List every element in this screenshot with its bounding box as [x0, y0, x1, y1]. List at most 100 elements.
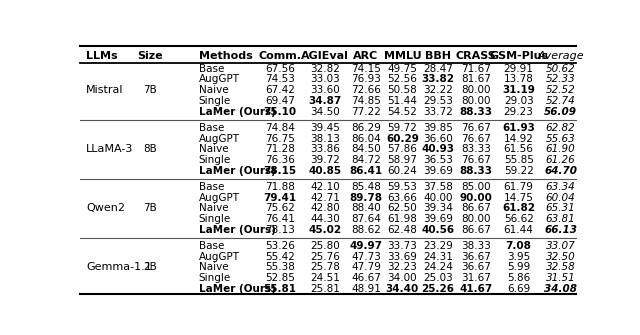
- Text: 36.67: 36.67: [461, 262, 491, 272]
- Text: AugGPT: AugGPT: [198, 252, 239, 262]
- Text: 37.58: 37.58: [423, 182, 453, 192]
- Text: 33.73: 33.73: [387, 241, 417, 251]
- Text: 39.72: 39.72: [310, 155, 340, 165]
- Text: 76.75: 76.75: [265, 134, 295, 143]
- Text: 75.62: 75.62: [265, 203, 295, 213]
- Text: 83.33: 83.33: [461, 144, 491, 154]
- Text: 31.51: 31.51: [546, 273, 575, 283]
- Text: 36.67: 36.67: [461, 252, 491, 262]
- Text: 7B: 7B: [143, 85, 157, 95]
- Text: 34.87: 34.87: [308, 96, 342, 106]
- Text: 86.29: 86.29: [351, 123, 381, 133]
- Text: 39.34: 39.34: [423, 203, 453, 213]
- Text: 84.72: 84.72: [351, 155, 381, 165]
- Text: 51.44: 51.44: [387, 96, 417, 106]
- Text: Average: Average: [537, 51, 584, 61]
- Text: 71.67: 71.67: [461, 64, 491, 74]
- Text: Base: Base: [198, 64, 224, 74]
- Text: 40.93: 40.93: [422, 144, 454, 154]
- Text: BBH: BBH: [425, 51, 451, 61]
- Text: 47.79: 47.79: [351, 262, 381, 272]
- Text: 29.03: 29.03: [504, 96, 534, 106]
- Text: 50.58: 50.58: [388, 85, 417, 95]
- Text: 63.81: 63.81: [546, 214, 575, 224]
- Text: 42.80: 42.80: [310, 203, 340, 213]
- Text: 76.67: 76.67: [461, 123, 491, 133]
- Text: 29.23: 29.23: [504, 107, 534, 117]
- Text: Single: Single: [198, 214, 231, 224]
- Text: Qwen2: Qwen2: [86, 203, 125, 213]
- Text: 33.86: 33.86: [310, 144, 340, 154]
- Text: 47.73: 47.73: [351, 252, 381, 262]
- Text: 33.03: 33.03: [310, 74, 340, 84]
- Text: 60.04: 60.04: [546, 193, 575, 203]
- Text: 76.41: 76.41: [265, 214, 295, 224]
- Text: 33.82: 33.82: [422, 74, 454, 84]
- Text: 67.42: 67.42: [265, 85, 295, 95]
- Text: LLMs: LLMs: [86, 51, 118, 61]
- Text: Methods: Methods: [198, 51, 252, 61]
- Text: 24.24: 24.24: [423, 262, 453, 272]
- Text: 2B: 2B: [143, 262, 157, 272]
- Text: 59.22: 59.22: [504, 166, 534, 176]
- Text: 59.53: 59.53: [387, 182, 417, 192]
- Text: 62.50: 62.50: [388, 203, 417, 213]
- Text: 49.97: 49.97: [349, 241, 383, 251]
- Text: 5.99: 5.99: [507, 262, 531, 272]
- Text: 88.62: 88.62: [351, 225, 381, 235]
- Text: 31.67: 31.67: [461, 273, 491, 283]
- Text: 7B: 7B: [143, 203, 157, 213]
- Text: 36.60: 36.60: [423, 134, 453, 143]
- Text: Gemma-1.1: Gemma-1.1: [86, 262, 152, 272]
- Text: 60.29: 60.29: [386, 134, 419, 143]
- Text: 55.42: 55.42: [265, 252, 295, 262]
- Text: Base: Base: [198, 182, 224, 192]
- Text: 42.10: 42.10: [310, 182, 340, 192]
- Text: 8B: 8B: [143, 144, 157, 154]
- Text: 40.00: 40.00: [423, 193, 453, 203]
- Text: 44.30: 44.30: [310, 214, 340, 224]
- Text: 80.00: 80.00: [461, 96, 491, 106]
- Text: ARC: ARC: [353, 51, 379, 61]
- Text: 61.90: 61.90: [546, 144, 575, 154]
- Text: 86.67: 86.67: [461, 203, 491, 213]
- Text: Single: Single: [198, 273, 231, 283]
- Text: Naive: Naive: [198, 85, 228, 95]
- Text: 52.56: 52.56: [387, 74, 417, 84]
- Text: 76.36: 76.36: [265, 155, 295, 165]
- Text: 65.31: 65.31: [546, 203, 575, 213]
- Text: 32.82: 32.82: [310, 64, 340, 74]
- Text: 50.62: 50.62: [546, 64, 575, 74]
- Text: 36.53: 36.53: [423, 155, 453, 165]
- Text: 88.40: 88.40: [351, 203, 381, 213]
- Text: Naive: Naive: [198, 262, 228, 272]
- Text: 64.70: 64.70: [544, 166, 577, 176]
- Text: LaMer (Ours): LaMer (Ours): [198, 225, 275, 235]
- Text: 33.69: 33.69: [387, 252, 417, 262]
- Text: 76.67: 76.67: [461, 155, 491, 165]
- Text: 29.53: 29.53: [423, 96, 453, 106]
- Text: 41.67: 41.67: [460, 284, 493, 294]
- Text: LaMer (Ours): LaMer (Ours): [198, 107, 275, 117]
- Text: 40.56: 40.56: [422, 225, 454, 235]
- Text: 32.23: 32.23: [387, 262, 417, 272]
- Text: 86.04: 86.04: [351, 134, 381, 143]
- Text: 38.13: 38.13: [310, 134, 340, 143]
- Text: 63.66: 63.66: [387, 193, 417, 203]
- Text: Single: Single: [198, 96, 231, 106]
- Text: 34.00: 34.00: [388, 273, 417, 283]
- Text: 49.75: 49.75: [387, 64, 417, 74]
- Text: 58.97: 58.97: [387, 155, 417, 165]
- Text: 46.67: 46.67: [351, 273, 381, 283]
- Text: 86.67: 86.67: [461, 225, 491, 235]
- Text: 66.13: 66.13: [544, 225, 577, 235]
- Text: 52.74: 52.74: [546, 96, 575, 106]
- Text: 81.67: 81.67: [461, 74, 491, 84]
- Text: Size: Size: [137, 51, 163, 61]
- Text: 48.91: 48.91: [351, 284, 381, 294]
- Text: 67.56: 67.56: [265, 64, 295, 74]
- Text: 52.85: 52.85: [265, 273, 295, 283]
- Text: 63.34: 63.34: [546, 182, 575, 192]
- Text: 24.31: 24.31: [423, 252, 453, 262]
- Text: 90.00: 90.00: [460, 193, 492, 203]
